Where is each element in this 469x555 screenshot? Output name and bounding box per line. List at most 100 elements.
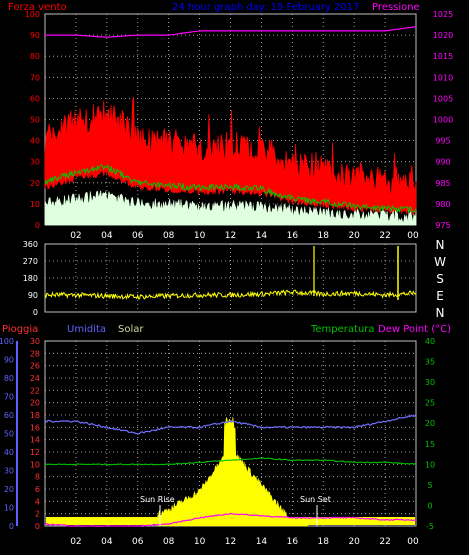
temperature-tick: 25 <box>425 399 435 408</box>
x-tick-label: 20 <box>348 537 360 547</box>
pressure-tick: 995 <box>435 137 450 146</box>
pressure-tick: 1025 <box>433 10 453 19</box>
x-tick-label: 18 <box>318 537 330 547</box>
x-tick-label: 04 <box>101 231 113 241</box>
temperature-tick: 5 <box>427 481 432 490</box>
wind-tick: 70 <box>30 73 40 82</box>
humidity-tick: 6 <box>35 485 40 494</box>
wind-tick: 50 <box>30 116 40 125</box>
humidity-tick: 14 <box>30 436 40 445</box>
rain-tick: 0 <box>9 522 14 531</box>
humidity-tick: 24 <box>30 374 40 383</box>
rain-tick: 30 <box>4 467 14 476</box>
x-tick-label: 08 <box>163 231 175 241</box>
humidity-tick: 18 <box>30 411 40 420</box>
compass-tick: N <box>436 238 445 252</box>
x-tick-label: 02 <box>70 231 81 241</box>
panel2-grid <box>45 244 416 312</box>
temperature-tick: 10 <box>425 460 435 469</box>
pressure-tick: 1015 <box>433 52 453 61</box>
x-tick-label: 22 <box>379 231 390 241</box>
x-tick-label: 18 <box>318 231 330 241</box>
temperature-tick: 40 <box>425 337 435 346</box>
pressure-line <box>45 26 417 38</box>
humidity-line <box>44 413 417 435</box>
avg-wind-line <box>44 163 417 213</box>
direction-tick: 90 <box>28 291 38 300</box>
x-tick-label: 10 <box>194 537 206 547</box>
solar-axis-label: Solar <box>118 324 144 335</box>
temperature-tick-labels: 40 35 30 25 20 15 10 5 0 -5 <box>425 337 435 531</box>
x-tick-label: 02 <box>70 537 81 547</box>
temp-axis-label: Temperatura <box>310 324 375 335</box>
dewpoint-line <box>44 512 416 528</box>
rain-tick: 50 <box>4 430 14 439</box>
dewpoint-axis-label: Dew Point (°C) <box>378 324 451 335</box>
pressure-tick: 980 <box>435 200 450 209</box>
sunrise-label: Sun Rise <box>140 495 175 504</box>
min-wind-area <box>44 190 417 226</box>
x-tick-label: 20 <box>348 231 360 241</box>
chart-title: 24 hour graph day: 19 February 2017 <box>172 2 360 13</box>
x-tick-label: 10 <box>194 231 206 241</box>
direction-tick: 360 <box>23 240 38 249</box>
humidity-tick: 2 <box>35 510 40 519</box>
temperature-line <box>44 457 417 466</box>
humidity-tick: 4 <box>35 497 40 506</box>
temperature-tick: -5 <box>426 522 434 531</box>
humidity-tick: 30 <box>30 337 40 346</box>
panel2-frame <box>44 243 417 313</box>
temperature-tick: 30 <box>425 378 435 387</box>
humidity-tick: 0 <box>35 522 40 531</box>
compass-tick: W <box>434 255 446 269</box>
compass-tick: N <box>436 306 445 320</box>
pressure-tick: 1010 <box>433 73 453 82</box>
panel1-x-ticks: 02 04 06 08 10 12 14 16 18 20 22 00 <box>70 231 419 241</box>
x-tick-label: 16 <box>287 537 299 547</box>
wind-tick: 10 <box>30 200 40 209</box>
pressure-axis-label: Pressione <box>372 2 420 13</box>
rain-tick: 20 <box>4 485 14 494</box>
x-tick-label: 06 <box>132 231 144 241</box>
x-tick-label: 22 <box>379 537 390 547</box>
humidity-tick: 20 <box>30 399 40 408</box>
sunset-label: Sun Set <box>300 495 331 504</box>
x-tick-label: 14 <box>256 231 268 241</box>
wind-tick: 30 <box>30 158 40 167</box>
wind-tick: 90 <box>30 31 40 40</box>
pressure-tick: 990 <box>435 158 450 167</box>
pressure-tick-labels: 1025 1020 1015 1010 1005 1000 995 990 985 980 975 <box>433 10 453 230</box>
panel-wind-pressure: Forza vento 24 hour graph day: 19 Februa… <box>8 2 453 241</box>
direction-line <box>44 289 417 300</box>
direction-tick-labels: 360 270 180 90 0 <box>23 240 38 317</box>
rain-tick: 100 <box>0 337 14 346</box>
rain-tick: 40 <box>4 448 14 457</box>
pressure-tick: 1000 <box>433 116 453 125</box>
x-tick-label: 04 <box>101 537 113 547</box>
humidity-tick: 8 <box>35 473 40 482</box>
x-tick-label: 14 <box>256 537 268 547</box>
temperature-tick: 15 <box>425 440 435 449</box>
x-tick-label: 12 <box>225 537 236 547</box>
wind-tick: 40 <box>30 137 40 146</box>
wind-tick: 100 <box>25 10 40 19</box>
wind-axis-label: Forza vento <box>8 2 67 13</box>
x-tick-label: 00 <box>407 537 419 547</box>
wind-tick: 0 <box>35 221 40 230</box>
temperature-tick: 0 <box>427 501 432 510</box>
compass-tick: S <box>436 272 444 286</box>
direction-tick: 270 <box>23 257 38 266</box>
humidity-tick: 26 <box>30 362 40 371</box>
rain-tick: 80 <box>4 374 14 383</box>
wind-tick: 80 <box>30 52 40 61</box>
humidity-tick: 10 <box>30 460 40 469</box>
direction-tick: 180 <box>23 274 38 283</box>
x-tick-label: 00 <box>407 231 419 241</box>
rain-tick: 60 <box>4 411 14 420</box>
